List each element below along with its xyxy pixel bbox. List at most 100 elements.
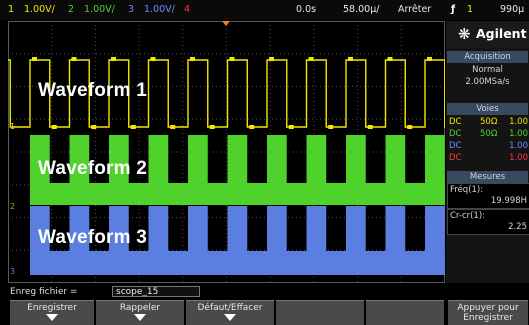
softkey-4-blank[interactable] bbox=[276, 300, 364, 325]
waveform-3-label: Waveform 3 bbox=[38, 227, 147, 248]
brand-name: Agilent bbox=[476, 26, 527, 41]
waveform-3-high-segment bbox=[109, 206, 129, 271]
trigger-position-marker bbox=[222, 21, 230, 26]
enregistrer-softkey[interactable]: Enregistrer bbox=[10, 300, 94, 325]
waveform-1-undershoot bbox=[367, 125, 373, 129]
acquisition-rate: 2.00MSa/s bbox=[465, 77, 510, 87]
rappeler-softkey[interactable]: Rappeler bbox=[96, 300, 184, 325]
ch3-scale[interactable]: 1.00V/ bbox=[144, 4, 175, 15]
waveform-2-high-segment bbox=[30, 135, 50, 197]
ch2-ground-marker: 2 bbox=[10, 202, 15, 211]
acquisition-mode: Normal bbox=[472, 65, 503, 75]
filename-field[interactable]: scope_15 bbox=[112, 286, 200, 297]
ch4-number[interactable]: 4 bbox=[184, 4, 191, 15]
voie-impedance: 50Ω bbox=[480, 129, 498, 139]
appuyer-line2: Enregistrer bbox=[463, 313, 513, 323]
defaut-effacer-softkey[interactable]: Défaut/Effacer bbox=[186, 300, 274, 325]
ch3-number[interactable]: 3 bbox=[128, 4, 135, 15]
waveform-1-overshoot bbox=[71, 57, 77, 61]
acquisition-header[interactable]: Acquisition bbox=[447, 51, 528, 63]
appuyer-enregistrer-softkey[interactable]: Appuyer pour Enregistrer bbox=[448, 300, 528, 325]
voies-header[interactable]: Voies bbox=[447, 103, 528, 115]
waveform-2-high-segment bbox=[227, 135, 248, 197]
voies-row[interactable]: DC 1.00 bbox=[446, 141, 529, 153]
voie-probe: 1.00 bbox=[509, 129, 528, 139]
waveform-1-overshoot bbox=[269, 57, 274, 61]
waveform-3-high-segment bbox=[69, 206, 90, 271]
appuyer-enregistrer-label: Appuyer pour Enregistrer bbox=[448, 303, 528, 323]
waveform-1-overshoot bbox=[111, 57, 116, 61]
waveform-1-undershoot bbox=[209, 125, 215, 129]
waveform-1-overshoot bbox=[190, 57, 195, 61]
voie-probe: 1.00 bbox=[509, 141, 528, 151]
waveform-2-high-segment bbox=[306, 135, 327, 197]
save-file-row: Enreg fichier = scope_15 bbox=[0, 285, 529, 299]
ch3-ground-marker: 3 bbox=[10, 267, 15, 276]
waveform-3-high-segment bbox=[30, 206, 50, 271]
waveform-2-high-segment bbox=[346, 135, 366, 197]
waveform-3-high-segment bbox=[425, 206, 445, 271]
waveform-display[interactable]: 1 2 3 Waveform 1 Waveform 2 Waveform 3 bbox=[8, 21, 445, 283]
voie-probe: 1.00 bbox=[509, 117, 528, 127]
waveform-1-undershoot bbox=[328, 125, 334, 129]
waveform-3-high-segment bbox=[306, 206, 327, 271]
waveform-1-overshoot bbox=[308, 57, 314, 61]
voies-row[interactable]: DC 50Ω 1.00 bbox=[446, 129, 529, 141]
ch1-ground-marker: 1 bbox=[10, 122, 15, 131]
ch2-number[interactable]: 2 bbox=[68, 4, 75, 15]
waveform-2-high-segment bbox=[148, 135, 169, 197]
defaut-effacer-label: Défaut/Effacer bbox=[197, 303, 263, 313]
voie-coupling: DC bbox=[449, 141, 462, 151]
softkey-5-blank[interactable] bbox=[366, 300, 444, 325]
trigger-source: 1 bbox=[467, 4, 474, 15]
waveform-1-undershoot bbox=[130, 125, 136, 129]
waveform-2-high-segment bbox=[385, 135, 406, 197]
mesures-header[interactable]: Mesures bbox=[447, 171, 528, 183]
time-offset: 0.0s bbox=[296, 4, 317, 15]
waveform-1-undershoot bbox=[91, 125, 97, 129]
ch1-number[interactable]: 1 bbox=[8, 4, 15, 15]
voie-probe: 1.00 bbox=[509, 153, 528, 163]
waveform-2-high-segment bbox=[109, 135, 129, 197]
waveform-1-undershoot bbox=[51, 125, 57, 129]
waveform-3-high-segment bbox=[227, 206, 248, 271]
waveform-1-undershoot bbox=[170, 125, 176, 129]
waveform-1-undershoot bbox=[249, 125, 255, 129]
waveform-3-high-segment bbox=[188, 206, 208, 271]
run-state: Arrêter bbox=[398, 4, 432, 15]
waveform-1-undershoot bbox=[288, 125, 294, 129]
agilent-spark-icon: ❋ bbox=[458, 25, 471, 43]
voie-coupling: DC bbox=[449, 117, 462, 127]
arrow-down-icon bbox=[224, 314, 236, 321]
waveform-canvas: 1 2 3 bbox=[8, 21, 445, 283]
rappeler-label: Rappeler bbox=[119, 303, 161, 313]
waveform-1-overshoot bbox=[348, 57, 353, 61]
arrow-down-icon bbox=[46, 314, 58, 321]
waveform-1-overshoot bbox=[150, 57, 156, 61]
voies-row[interactable]: DC 1.00 bbox=[446, 153, 529, 165]
appuyer-line1: Appuyer pour bbox=[457, 303, 519, 313]
waveform-1-overshoot bbox=[427, 57, 432, 61]
trigger-edge-icon: ƒ bbox=[451, 4, 456, 15]
crcr-value: 2.25 bbox=[508, 222, 527, 232]
waveform-1-overshoot bbox=[32, 57, 37, 61]
waveform-1-label: Waveform 1 bbox=[38, 80, 147, 101]
voie-coupling: DC bbox=[449, 153, 462, 163]
ch1-scale[interactable]: 1.00V/ bbox=[24, 4, 55, 15]
voies-row[interactable]: DC 50Ω 1.00 bbox=[446, 117, 529, 129]
freq-value: 19.998H bbox=[490, 196, 527, 206]
time-scale: 58.00µ/ bbox=[343, 4, 380, 15]
freq-measure[interactable]: Fréq(1): 19.998H bbox=[447, 183, 529, 209]
enregistrer-label: Enregistrer bbox=[27, 303, 77, 313]
waveform-2-high-segment bbox=[69, 135, 90, 197]
ch2-scale[interactable]: 1.00V/ bbox=[84, 4, 115, 15]
voie-coupling: DC bbox=[449, 129, 462, 139]
waveform-2-high-segment bbox=[267, 135, 287, 197]
waveform-2-high-segment bbox=[425, 135, 445, 197]
arrow-down-icon bbox=[134, 314, 146, 321]
crcr-measure[interactable]: Cr-cr(1): 2.25 bbox=[447, 209, 529, 235]
side-panel: ❋ Agilent Acquisition Normal 2.00MSa/s V… bbox=[446, 21, 529, 283]
crcr-label: Cr-cr(1): bbox=[450, 211, 486, 221]
waveform-1-trace bbox=[8, 59, 445, 128]
